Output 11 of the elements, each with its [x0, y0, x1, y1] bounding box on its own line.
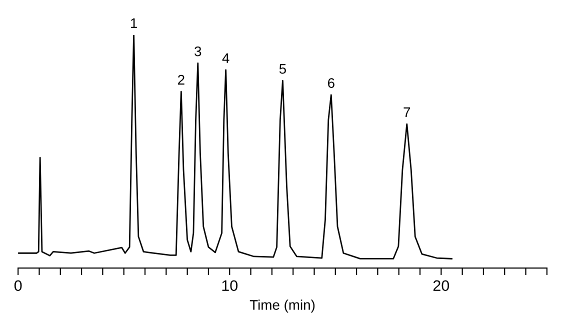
- annotation: 2: [178, 74, 184, 85]
- annotation: 7: [404, 107, 410, 117]
- annotation: 1: [130, 18, 137, 28]
- annotation: 5: [279, 64, 286, 74]
- annotation: 3: [194, 46, 202, 56]
- annotation: 4: [222, 53, 230, 63]
- x-tick-label: 20: [433, 280, 450, 292]
- x-tick-label: 10: [222, 280, 238, 292]
- x-tick-label: 0: [14, 280, 22, 292]
- annotation: 6: [328, 78, 334, 88]
- x-axis-title: Time (min): [250, 300, 315, 313]
